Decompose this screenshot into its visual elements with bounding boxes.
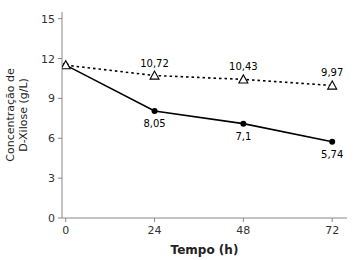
point bbox=[152, 108, 158, 114]
tick bbox=[332, 218, 333, 222]
plot-area bbox=[62, 61, 337, 145]
point bbox=[150, 71, 159, 79]
data-labels: 8,05 7,1 5,74 10,72 10,43 9,97 bbox=[140, 58, 343, 160]
tick bbox=[58, 218, 62, 219]
axis-line bbox=[62, 12, 63, 218]
tick-label: 0 bbox=[62, 224, 69, 237]
data-label: 7,1 bbox=[235, 131, 251, 142]
point bbox=[239, 75, 248, 83]
series-line bbox=[66, 65, 332, 142]
tick bbox=[58, 18, 62, 19]
series-line bbox=[66, 65, 332, 85]
point bbox=[329, 139, 335, 145]
data-label: 8,05 bbox=[143, 118, 165, 129]
point bbox=[62, 61, 70, 69]
tick-label: 9 bbox=[48, 92, 55, 105]
tick-label: 0 bbox=[48, 212, 55, 225]
tick-label: 72 bbox=[325, 224, 339, 237]
tick bbox=[58, 98, 62, 99]
tick bbox=[58, 138, 62, 139]
data-label: 10,72 bbox=[140, 58, 169, 69]
chart: 0 3 6 9 12 15 0 24 48 72 Tempo (h) Concentração deD… bbox=[0, 0, 361, 260]
tick-label: 6 bbox=[48, 132, 55, 145]
tick-label: 48 bbox=[236, 224, 250, 237]
tick-label: 12 bbox=[41, 53, 55, 66]
tick bbox=[154, 218, 155, 222]
data-label: 10,43 bbox=[229, 61, 258, 72]
tick bbox=[65, 218, 66, 222]
tick-label: 24 bbox=[148, 224, 162, 237]
tick bbox=[58, 178, 62, 179]
y-axis: 0 3 6 9 12 15 bbox=[41, 12, 62, 225]
x-axis: 0 24 48 72 bbox=[62, 218, 347, 237]
tick-label: 3 bbox=[48, 172, 55, 185]
y-axis-label-line: Concentração de bbox=[4, 68, 17, 162]
data-label: 5,74 bbox=[321, 149, 343, 160]
tick bbox=[243, 218, 244, 222]
tick bbox=[58, 58, 62, 59]
x-axis-label: Tempo (h) bbox=[171, 243, 239, 257]
y-axis-label: Concentração deD-Xilose (g/L) bbox=[4, 68, 30, 162]
point bbox=[328, 81, 337, 89]
y-axis-label-line: D-Xilose (g/L) bbox=[17, 78, 30, 152]
tick-label: 15 bbox=[41, 13, 55, 26]
point bbox=[240, 121, 246, 127]
axis-line bbox=[62, 218, 347, 219]
data-label: 9,97 bbox=[321, 67, 343, 78]
